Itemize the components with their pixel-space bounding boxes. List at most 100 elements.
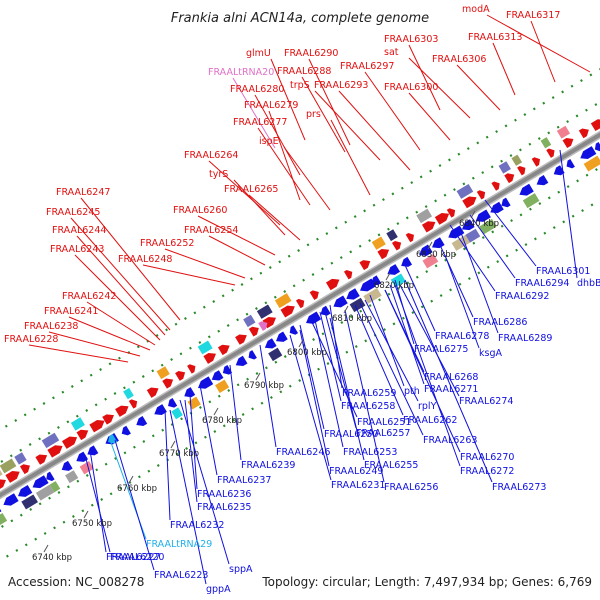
reverse-gene-label: FRAAL6246 (276, 447, 330, 458)
reverse-leader-line (364, 299, 419, 402)
feature-track (0, 119, 600, 526)
reverse-gene-arrow (184, 387, 196, 398)
tick-label: 6750 kbp (72, 519, 112, 529)
reverse-gene-arrow (346, 288, 360, 300)
reverse-gene-label: FRAAL6278 (435, 331, 489, 342)
reverse-gene-arrow (235, 355, 248, 367)
forward-gene-label: FRAAL6243 (50, 244, 104, 255)
tick-mark (128, 475, 134, 484)
reverse-gene-arrow (475, 209, 491, 222)
cog-box (390, 273, 406, 288)
forward-gene-label: FRAAL6306 (432, 54, 486, 65)
forward-gene-arrow (421, 221, 436, 233)
forward-gene-arrow (35, 454, 48, 465)
forward-leader-line (232, 77, 276, 149)
reverse-leader-line (444, 254, 480, 349)
tick-label: 6840 kbp (459, 219, 499, 229)
forward-gene-label: FRAAL6317 (506, 10, 560, 21)
reverse-gene-arrow (553, 165, 565, 176)
reverse-gene-arrow (371, 275, 382, 286)
reverse-gene-label: FRAAL6237 (217, 475, 271, 486)
tick-label: 6820 kbp (374, 281, 414, 291)
forward-gene-arrow (203, 353, 216, 364)
cog-box (465, 228, 481, 243)
cog-box (451, 234, 470, 251)
forward-gene-label: FRAAL6290 (284, 48, 338, 59)
kbp-ticks: 6740 kbp 6750 kbp 6760 kbp 6770 kbp 6780 kbp… (32, 210, 499, 563)
reverse-gene-arrow (198, 376, 214, 389)
forward-gene-arrow (162, 378, 174, 389)
reverse-gene-arrow (211, 370, 224, 381)
reverse-leader-line (394, 284, 461, 467)
reverse-gene-arrow (519, 183, 534, 196)
tick-mark (470, 210, 476, 219)
genome-summary-text: Topology: circular; Length: 7,497,934 bp… (261, 575, 592, 589)
cog-box (363, 287, 382, 304)
reverse-leader-line (164, 409, 171, 521)
reverse-gene-label: FRAAL6257 (356, 428, 410, 439)
forward-leader-line (408, 57, 471, 119)
reverse-leader-line (399, 284, 460, 397)
forward-gene-label: FRAAL6297 (340, 61, 394, 72)
forward-gene-label: FRAAL6228 (4, 334, 58, 345)
reverse-gene-label: FRAAL6250 (324, 429, 378, 440)
reverse-gene-label: FRAAL6227 (106, 552, 160, 563)
reverse-gene-arrow (333, 295, 348, 308)
cog-box (41, 432, 60, 449)
reverse-gene-arrow (501, 197, 511, 208)
forward-leader-line (164, 248, 246, 279)
cog-box (256, 304, 273, 319)
tick-label: 6780 kbp (202, 416, 242, 426)
tick-label: 6830 kbp (416, 250, 456, 260)
reverse-gene-label: FRAAL6271 (424, 384, 478, 395)
reverse-leader-line (199, 384, 218, 476)
reverse-leader-line (344, 309, 385, 483)
cog-box (79, 460, 94, 475)
cog-box (349, 297, 366, 313)
forward-gene-arrow (377, 249, 390, 260)
reverse-gene-label: FRAAL6275 (414, 344, 468, 355)
forward-gene-label: FRAAL6260 (173, 205, 227, 216)
cog-box (456, 183, 474, 199)
reverse-leader-line (259, 344, 277, 448)
tick-label: 6770 kbp (159, 449, 199, 459)
forward-gene-arrow (146, 387, 159, 398)
reverse-gene-label: FRAAL6262 (403, 415, 457, 426)
reverse-gene-label: FRAAL6263 (423, 435, 477, 446)
reverse-gene-label: ksgA (479, 348, 502, 359)
reverse-gene-arrow (432, 237, 445, 249)
forward-leader-line (408, 92, 451, 141)
reverse-gene-label: FRAALtRNA29 (146, 539, 212, 550)
tick-label: 6790 kbp (244, 381, 284, 391)
reverse-gene-arrow (566, 159, 575, 169)
forward-gene-arrow (531, 157, 540, 167)
forward-leader-line (338, 90, 411, 171)
cog-box (511, 154, 523, 166)
forward-leader-line (492, 42, 516, 96)
reverse-gene-label: dhbB (577, 278, 600, 289)
forward-gene-arrow (491, 181, 500, 191)
reverse-leader-line (359, 302, 424, 436)
forward-gene-arrow (89, 419, 105, 433)
forward-gene-arrow (405, 232, 414, 243)
accession-text: Accession: NC_008278 (8, 575, 144, 589)
forward-leader-line (28, 344, 129, 363)
reverse-gene-label: FRAAL6268 (424, 372, 478, 383)
reverse-gene-arrow (168, 398, 178, 408)
forward-gene-label: FRAAL6247 (56, 187, 110, 198)
dotted-guide-line (0, 100, 600, 464)
forward-leader-line (142, 264, 236, 286)
reverse-gene-arrow (306, 311, 322, 324)
forward-leader-line (270, 58, 306, 141)
cog-box (422, 253, 439, 269)
forward-gene-arrow (295, 298, 305, 309)
cog-box (49, 481, 61, 493)
reverse-gene-arrow (136, 416, 148, 427)
forward-gene-label: FRAAL6303 (384, 34, 438, 45)
reverse-leader-line (319, 311, 342, 402)
forward-gene-arrow (446, 208, 456, 218)
tick-mark (255, 372, 261, 381)
reverse-gene-label: FRAAL6272 (460, 466, 514, 477)
forward-gene-arrow (115, 405, 129, 417)
tick-mark (43, 544, 49, 553)
